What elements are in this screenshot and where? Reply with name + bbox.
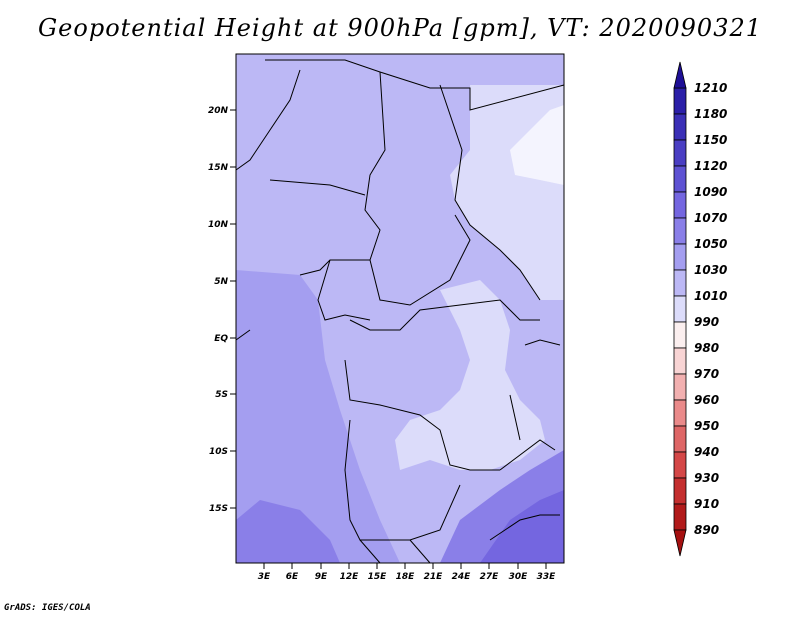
lat-label: EQ	[214, 334, 228, 344]
colorbar-label: 1070	[694, 211, 727, 225]
lat-label: 20N	[208, 106, 229, 116]
colorbar-label: 1050	[694, 237, 727, 251]
colorbar-label: 970	[694, 367, 719, 381]
colorbar-label: 1120	[694, 159, 727, 173]
lon-label: 9E	[315, 572, 328, 582]
latitude-axis: 20N 15N 10N 5N EQ 5S 10S 15S	[208, 106, 236, 514]
lon-label: 33E	[537, 572, 557, 582]
colorbar-segment	[673, 217, 687, 245]
credit-label: GrADS: IGES/COLA	[4, 603, 91, 613]
lat-label: 15S	[209, 504, 228, 514]
map-frame	[235, 53, 565, 564]
colorbar-segment	[673, 347, 687, 375]
colorbar-label: 1180	[694, 107, 727, 121]
colorbar-segment	[673, 269, 687, 297]
colorbar: 1210 1180 1150 1120 1090 1070 1050 1030 1010 990 9…	[673, 61, 727, 557]
field-1090-southeast	[480, 490, 564, 563]
colorbar-label: 950	[694, 419, 719, 433]
colorbar-label: 940	[694, 445, 719, 459]
colorbar-label: 1210	[694, 81, 727, 95]
lat-label: 10S	[209, 447, 228, 457]
lon-label: 6E	[286, 572, 299, 582]
colorbar-segment	[673, 477, 687, 505]
colorbar-label: 930	[694, 471, 719, 485]
colorbar-bottom-arrow	[673, 529, 687, 557]
country-boundaries	[235, 59, 565, 564]
lat-label: 15N	[208, 163, 229, 173]
colorbar-segment	[673, 87, 687, 115]
lon-label: 27E	[480, 572, 500, 582]
lon-label: 24E	[452, 572, 472, 582]
longitude-axis: 3E 6E 9E 12E 15E 18E 21E 24E 27E 30E 33E	[258, 563, 556, 582]
colorbar-segment	[673, 243, 687, 271]
colorbar-segment	[673, 191, 687, 219]
field-1070-southwest	[236, 500, 340, 563]
map-title: Geopotential Height at 900hPa [gpm], VT:…	[38, 14, 762, 42]
colorbar-segment	[673, 373, 687, 401]
lon-label: 21E	[424, 572, 444, 582]
lat-label: 5N	[214, 277, 228, 287]
colorbar-segment	[673, 165, 687, 193]
colorbar-label: 1010	[694, 289, 727, 303]
colorbar-label: 960	[694, 393, 719, 407]
field-1050-west	[236, 270, 400, 563]
lon-label: 3E	[258, 572, 271, 582]
colorbar-segment	[673, 451, 687, 479]
height-field	[236, 54, 564, 563]
colorbar-label: 1030	[694, 263, 727, 277]
colorbar-label: 1150	[694, 133, 727, 147]
colorbar-segment	[673, 399, 687, 427]
field-990-patch	[510, 105, 564, 185]
colorbar-segment	[673, 113, 687, 141]
colorbar-segment	[673, 295, 687, 323]
lon-label: 15E	[368, 572, 388, 582]
colorbar-segment	[673, 425, 687, 453]
colorbar-segment	[673, 321, 687, 349]
lon-label: 12E	[340, 572, 360, 582]
lat-label: 10N	[208, 220, 229, 230]
colorbar-segment	[673, 503, 687, 531]
field-1010-central	[395, 280, 545, 470]
colorbar-label: 980	[694, 341, 719, 355]
colorbar-label: 890	[694, 523, 719, 537]
colorbar-segment	[673, 139, 687, 167]
lat-label: 5S	[215, 390, 228, 400]
lon-label: 30E	[509, 572, 529, 582]
colorbar-label: 1090	[694, 185, 727, 199]
lon-label: 18E	[396, 572, 416, 582]
colorbar-top-arrow	[673, 61, 687, 89]
colorbar-label: 910	[694, 497, 719, 511]
colorbar-label: 990	[694, 315, 719, 329]
